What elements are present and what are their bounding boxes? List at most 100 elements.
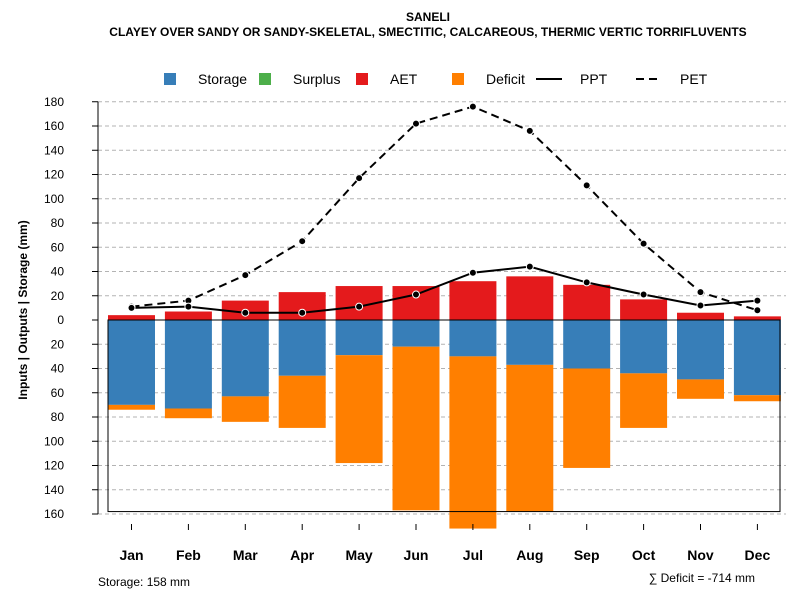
pet-point-jun bbox=[412, 119, 420, 128]
legend-label-deficit: Deficit bbox=[486, 71, 525, 87]
x-tick-label-nov: Nov bbox=[687, 547, 714, 563]
ppt-point-aug bbox=[525, 262, 534, 271]
x-tick-label-aug: Aug bbox=[516, 547, 543, 563]
ppt-point-feb bbox=[184, 302, 193, 311]
y-tick-label: 0 bbox=[57, 313, 64, 327]
x-tick-label-feb: Feb bbox=[176, 547, 201, 563]
y-tick-label: 60 bbox=[51, 240, 65, 254]
x-tick-label-apr: Apr bbox=[290, 547, 315, 563]
bar-deficit-jun bbox=[392, 346, 440, 511]
bar-deficit-jan bbox=[108, 404, 155, 410]
legend-label-pet: PET bbox=[680, 71, 708, 87]
y-tick-label: 160 bbox=[44, 119, 64, 133]
bar-deficit-sep bbox=[563, 368, 611, 468]
ppt-point-jul bbox=[468, 268, 477, 277]
gridlines bbox=[98, 101, 786, 515]
x-tick-label-sep: Sep bbox=[574, 547, 600, 563]
bar-storage-mar bbox=[221, 320, 269, 397]
pet-point-aug bbox=[525, 126, 534, 135]
y-tick-label: 60 bbox=[51, 386, 65, 400]
ppt-point-jan bbox=[127, 303, 136, 312]
bar-storage-apr bbox=[278, 320, 326, 376]
ppt-point-oct bbox=[639, 290, 648, 299]
bar-storage-jan bbox=[108, 320, 155, 405]
bar-deficit-nov bbox=[677, 379, 724, 399]
chart-subtitle: CLAYEY OVER SANDY OR SANDY-SKELETAL, SME… bbox=[109, 25, 746, 39]
pet-point-apr bbox=[298, 237, 307, 246]
chart-title: SANELI bbox=[406, 10, 450, 24]
bar-storage-sep bbox=[563, 320, 611, 369]
x-tick-label-jun: Jun bbox=[404, 547, 429, 563]
ppt-point-nov bbox=[696, 301, 705, 310]
bar-deficit-apr bbox=[278, 375, 326, 428]
legend-swatch-storage bbox=[164, 73, 176, 85]
legend-label-aet: AET bbox=[390, 71, 418, 87]
bar-deficit-jul bbox=[449, 356, 497, 529]
y-tick-label: 80 bbox=[51, 216, 65, 230]
pet-point-nov bbox=[696, 288, 705, 297]
bar-storage-may bbox=[335, 320, 383, 356]
y-tick-label: 100 bbox=[44, 434, 64, 448]
bar-storage-jun bbox=[392, 320, 440, 347]
bar-aet-dec bbox=[733, 316, 781, 320]
x-tick-label-dec: Dec bbox=[745, 547, 771, 563]
deficit-total-footnote: ∑ Deficit = -714 mm bbox=[649, 571, 755, 585]
y-tick-label: 120 bbox=[44, 459, 64, 473]
x-tick-label-oct: Oct bbox=[632, 547, 656, 563]
bar-storage-jul bbox=[449, 320, 497, 357]
pet-point-jul bbox=[468, 102, 477, 111]
storage-footnote: Storage: 158 mm bbox=[98, 575, 190, 589]
bar-deficit-feb bbox=[164, 408, 212, 419]
bar-storage-feb bbox=[164, 320, 212, 409]
pet-line bbox=[131, 105, 758, 312]
pet-point-may bbox=[355, 174, 364, 183]
bar-aet-jan bbox=[108, 315, 155, 320]
y-tick-label: 40 bbox=[51, 362, 65, 376]
bar-deficit-mar bbox=[221, 396, 269, 422]
bar-aet-nov bbox=[677, 312, 724, 320]
ppt-point-dec bbox=[753, 296, 762, 305]
legend-label-ppt: PPT bbox=[580, 71, 608, 87]
x-tick-label-mar: Mar bbox=[233, 547, 258, 563]
bar-deficit-dec bbox=[733, 395, 781, 402]
x-tick-label-jan: Jan bbox=[119, 547, 143, 563]
y-tick-label: 120 bbox=[44, 168, 64, 182]
x-tick-label-jul: Jul bbox=[463, 547, 483, 563]
bar-aet-oct bbox=[620, 299, 668, 320]
bar-deficit-may bbox=[335, 355, 383, 464]
pet-point-sep bbox=[582, 181, 591, 190]
bar-storage-oct bbox=[620, 320, 668, 374]
bar-aet-sep bbox=[563, 284, 611, 320]
y-axis-label: Inputs | Outputs | Storage (mm) bbox=[16, 220, 30, 399]
legend-label-storage: Storage bbox=[198, 71, 247, 87]
pet-point-dec bbox=[753, 306, 762, 315]
pet-point-oct bbox=[639, 239, 648, 248]
ppt-point-mar bbox=[241, 308, 250, 317]
legend: Storage Surplus AET Deficit PPT PET bbox=[164, 71, 708, 87]
bar-storage-dec bbox=[733, 320, 781, 396]
y-tick-label: 140 bbox=[44, 483, 64, 497]
legend-label-surplus: Surplus bbox=[293, 71, 340, 87]
legend-swatch-deficit bbox=[452, 73, 464, 85]
y-tick-label: 160 bbox=[44, 507, 64, 521]
ppt-point-may bbox=[355, 302, 364, 311]
bar-deficit-oct bbox=[620, 373, 668, 428]
bar-aet-aug bbox=[506, 276, 554, 320]
y-tick-label: 80 bbox=[51, 410, 65, 424]
pet-point-mar bbox=[241, 271, 250, 280]
ppt-point-apr bbox=[298, 308, 307, 317]
legend-swatch-aet bbox=[356, 73, 368, 85]
bar-aet-feb bbox=[164, 311, 212, 320]
y-tick-label: 40 bbox=[51, 265, 65, 279]
lines bbox=[127, 102, 762, 317]
y-tick-label: 20 bbox=[51, 289, 65, 303]
y-tick-label: 100 bbox=[44, 192, 64, 206]
ppt-line bbox=[131, 265, 758, 314]
x-tick-label-may: May bbox=[345, 547, 372, 563]
y-tick-label: 140 bbox=[44, 143, 64, 157]
y-tick-label: 20 bbox=[51, 337, 65, 351]
bar-deficit-aug bbox=[506, 364, 554, 512]
ppt-point-jun bbox=[412, 290, 420, 299]
legend-swatch-surplus bbox=[259, 73, 271, 85]
